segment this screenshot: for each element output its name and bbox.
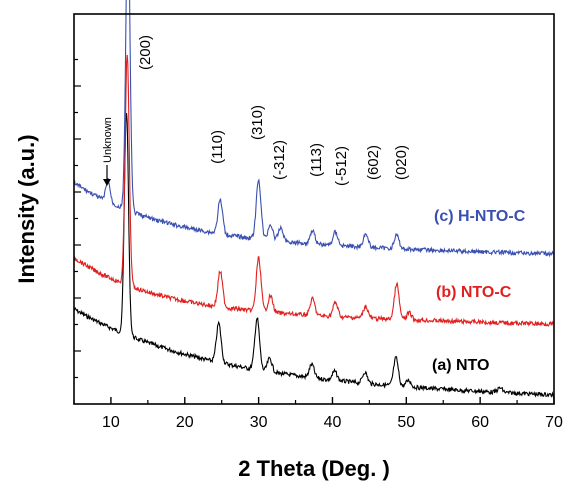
x-axis-title: 2 Theta (Deg. ) (238, 456, 390, 481)
y-axis-title: Intensity (a.u.) (14, 134, 39, 283)
x-tick-label: 60 (471, 414, 489, 431)
peak-label: (200) (137, 35, 154, 70)
series-line-2 (73, 54, 555, 327)
unknown-annotation: Unknown (102, 117, 114, 163)
x-tick-label: 10 (102, 414, 120, 431)
series-line-3 (73, 0, 555, 258)
peak-label: (310) (249, 105, 266, 140)
series-label-3: (c) H-NTO-C (434, 208, 526, 225)
peak-label: (110) (209, 130, 226, 164)
series-label-2: (b) NTO-C (436, 284, 512, 301)
x-tick-label: 50 (397, 414, 415, 431)
peak-label: (020) (393, 145, 410, 180)
peak-label: (-312) (271, 140, 288, 180)
peak-label: (113) (308, 143, 325, 177)
x-tick-label: 30 (250, 414, 268, 431)
x-tick-label: 70 (545, 414, 563, 431)
peak-label: (-512) (333, 146, 350, 186)
x-tick-label: 40 (324, 414, 342, 431)
plot-frame (73, 13, 555, 405)
x-tick-label: 20 (176, 414, 194, 431)
series-line-1 (73, 112, 555, 398)
unknown-arrow-head (103, 179, 111, 186)
peak-label: (602) (365, 145, 382, 180)
series-label-1: (a) NTO (432, 357, 489, 374)
